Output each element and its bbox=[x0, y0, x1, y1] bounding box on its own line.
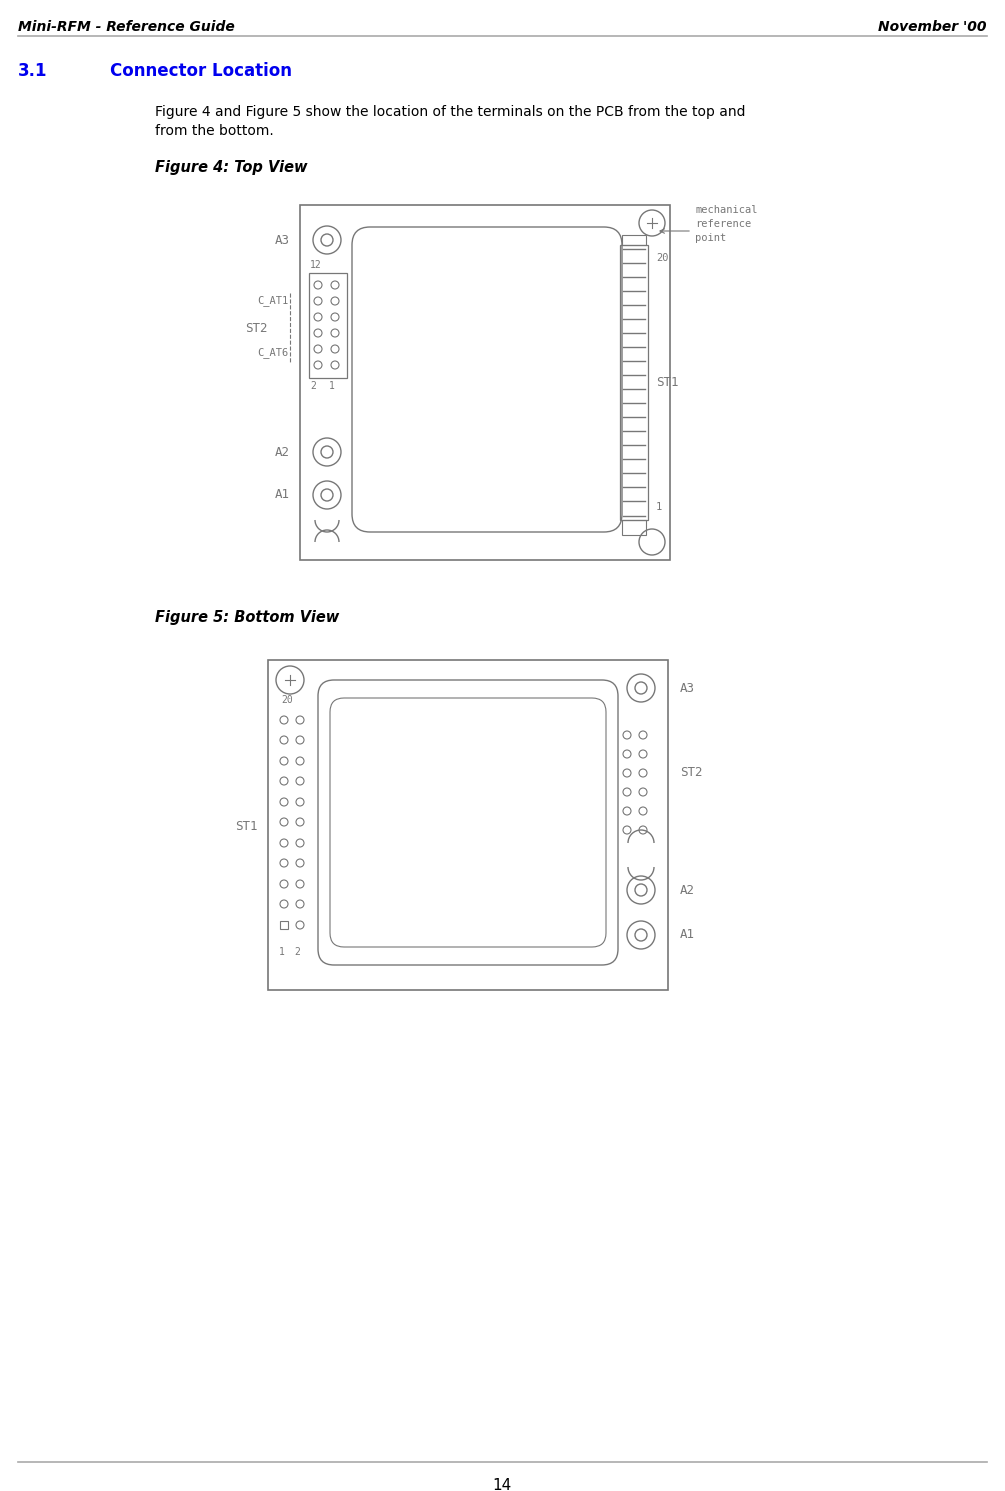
Bar bbox=[622, 236, 646, 245]
Bar bbox=[268, 661, 668, 990]
Text: 1: 1 bbox=[329, 382, 335, 391]
Text: A1: A1 bbox=[275, 489, 290, 501]
Text: A2: A2 bbox=[275, 446, 290, 459]
Text: reference: reference bbox=[695, 219, 752, 230]
Text: C_AT6: C_AT6 bbox=[256, 347, 288, 358]
Bar bbox=[309, 273, 347, 379]
Bar bbox=[620, 245, 648, 520]
Text: 20: 20 bbox=[656, 253, 668, 262]
Text: November '00: November '00 bbox=[878, 19, 987, 34]
Text: A2: A2 bbox=[680, 884, 695, 896]
Text: point: point bbox=[695, 233, 727, 243]
Text: 1: 1 bbox=[656, 502, 662, 511]
Text: Figure 4 and Figure 5 show the location of the terminals on the PCB from the top: Figure 4 and Figure 5 show the location … bbox=[155, 104, 746, 119]
Text: 2: 2 bbox=[310, 382, 316, 391]
Text: ST2: ST2 bbox=[680, 765, 702, 778]
Text: 14: 14 bbox=[492, 1478, 512, 1491]
Text: Connector Location: Connector Location bbox=[110, 63, 292, 81]
Text: ST1: ST1 bbox=[656, 376, 678, 389]
Text: 12: 12 bbox=[310, 259, 322, 270]
Text: from the bottom.: from the bottom. bbox=[155, 124, 273, 139]
Text: A1: A1 bbox=[680, 929, 695, 941]
Text: 20: 20 bbox=[281, 695, 292, 705]
Text: C_AT1: C_AT1 bbox=[256, 295, 288, 307]
Text: A3: A3 bbox=[275, 234, 290, 246]
Text: A3: A3 bbox=[680, 681, 695, 695]
Bar bbox=[280, 921, 288, 929]
Text: ST2: ST2 bbox=[245, 322, 268, 334]
Text: Figure 4: Top View: Figure 4: Top View bbox=[155, 160, 308, 174]
Bar bbox=[622, 520, 646, 535]
Text: ST1: ST1 bbox=[235, 820, 258, 833]
Text: Mini-RFM - Reference Guide: Mini-RFM - Reference Guide bbox=[18, 19, 235, 34]
Bar bbox=[300, 204, 670, 561]
Text: 1: 1 bbox=[279, 947, 284, 957]
Text: Figure 5: Bottom View: Figure 5: Bottom View bbox=[155, 610, 340, 625]
Text: 3.1: 3.1 bbox=[18, 63, 47, 81]
Text: mechanical: mechanical bbox=[695, 204, 758, 215]
Text: 2: 2 bbox=[294, 947, 299, 957]
